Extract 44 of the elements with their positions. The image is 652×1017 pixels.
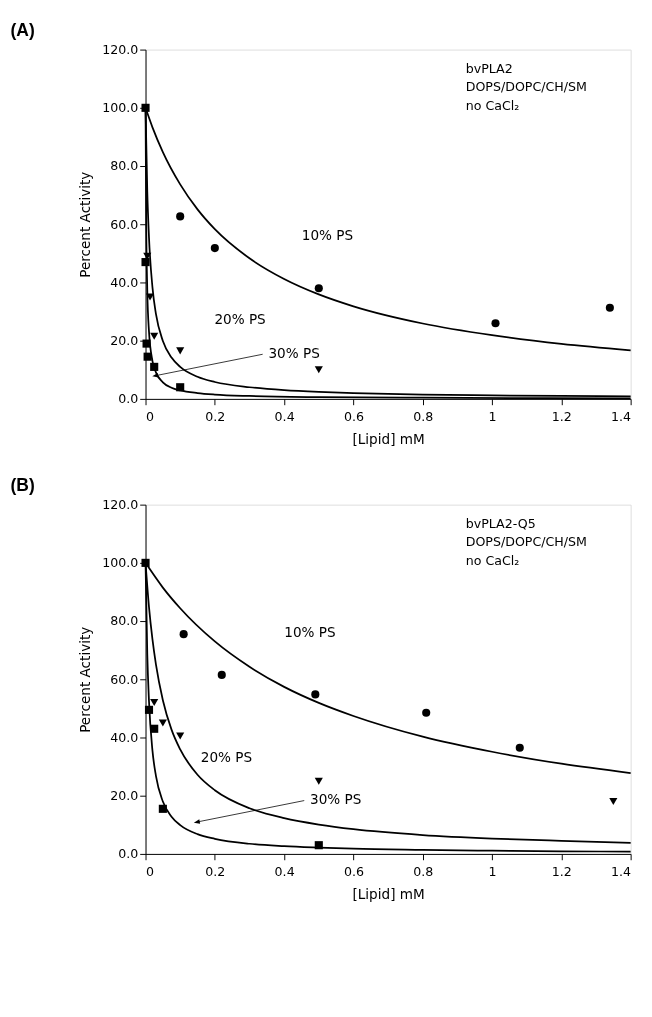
x-tick-label: 0.6 [343, 863, 364, 879]
x-tick-label: 0.2 [205, 408, 226, 424]
y-tick-label: 0.0 [118, 846, 139, 862]
y-tick-label: 40.0 [110, 729, 139, 745]
y-tick-label: 80.0 [110, 158, 139, 174]
x-tick-label: 1.4 [611, 408, 632, 424]
text: bvPLA2 DOPS/DOPC/CH/SM no CaCl₂ [465, 60, 587, 113]
y-tick-label: 60.0 [110, 216, 139, 232]
x-axis-title: [Lipid] mM [352, 886, 425, 903]
annotation: 20% PS [200, 748, 253, 765]
x-tick-label: 0 [146, 408, 155, 424]
x-tick-label: 1 [488, 863, 497, 879]
y-tick-label: 80.0 [110, 613, 139, 629]
x-tick-label: 1.4 [611, 863, 632, 879]
y-axis-title: Percent Activity [76, 171, 93, 278]
annotation: 10% PS [301, 226, 354, 243]
chart-title: (A) [10, 20, 35, 41]
x-tick-label: 1.2 [551, 863, 572, 879]
y-tick-label: 0.0 [118, 391, 139, 407]
x-axis-title: [Lipid] mM [352, 431, 425, 448]
x-tick-label: 0.4 [274, 408, 295, 424]
x-tick-label: 0.8 [413, 863, 434, 879]
annotation: 30% PS [268, 345, 320, 362]
y-tick-label: 60.0 [110, 671, 139, 687]
y-tick-label: 40.0 [110, 274, 139, 290]
annotation: 30% PS [310, 791, 362, 808]
y-tick-label: 20.0 [110, 788, 139, 804]
y-axis-title: Percent Activity [76, 626, 93, 733]
x-tick-label: 0.8 [413, 408, 434, 424]
annotation: 20% PS [214, 311, 266, 328]
y-tick-label: 120.0 [102, 41, 139, 57]
x-tick-label: 1 [488, 408, 497, 424]
chart-title: (B) [10, 475, 35, 496]
x-tick-label: 1.2 [551, 408, 572, 424]
y-tick-label: 20.0 [110, 333, 139, 349]
text: bvPLA2-Q5 DOPS/DOPC/CH/SM no CaCl₂ [465, 515, 587, 568]
x-tick-label: 0.6 [343, 408, 364, 424]
y-tick-label: 100.0 [102, 555, 139, 571]
x-tick-label: 0 [146, 863, 155, 879]
y-tick-label: 100.0 [102, 100, 139, 116]
x-tick-label: 0.2 [205, 863, 226, 879]
y-tick-label: 120.0 [102, 497, 139, 513]
x-tick-label: 0.4 [274, 863, 295, 879]
annotation: 10% PS [284, 623, 336, 640]
